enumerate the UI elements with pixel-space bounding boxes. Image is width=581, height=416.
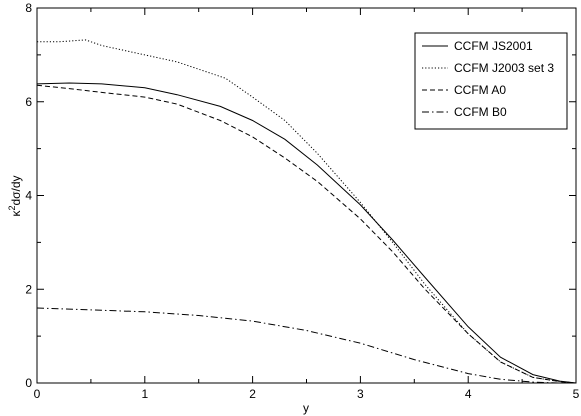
x-axis-label: y [303, 401, 309, 415]
x-tick-label: 0 [34, 387, 41, 401]
legend: CCFM JS2001 CCFM J2003 set 3 CCFM A0 CCFM B… [414, 32, 568, 130]
y-tick-label: 2 [25, 282, 32, 296]
legend-label: CCFM A0 [454, 83, 506, 97]
x-tick-label: 2 [249, 387, 256, 401]
series-line-3 [36, 84, 577, 384]
y-tick-label: 8 [25, 1, 32, 15]
y-axis-label: κ2dσ/dy [7, 175, 23, 216]
y-axis-label-base: κ [9, 210, 23, 217]
legend-label: CCFM JS2001 [454, 39, 533, 53]
legend-label: CCFM J2003 set 3 [454, 61, 554, 75]
legend-items: CCFM JS2001 CCFM J2003 set 3 CCFM A0 CCFM B… [422, 39, 554, 119]
y-tick-label: 0 [25, 376, 32, 390]
y-axis-label-sup: 2 [7, 206, 17, 211]
legend-label: CCFM B0 [454, 105, 507, 119]
x-tick-label: 1 [141, 387, 148, 401]
x-tick-label: 5 [573, 387, 580, 401]
x-axis-ticks: 0 1 2 3 4 5 [34, 8, 580, 401]
series-line-1 [36, 82, 577, 384]
y-axis-label-rest: dσ/dy [9, 175, 23, 205]
legend-box [414, 32, 568, 130]
series-lines [36, 39, 577, 384]
x-tick-label: 4 [465, 387, 472, 401]
x-tick-label: 3 [357, 387, 364, 401]
series-line-4 [36, 307, 576, 384]
y-axis-ticks: 0 2 4 6 8 [25, 1, 576, 390]
y-tick-label: 6 [25, 95, 32, 109]
y-tick-label: 4 [25, 189, 32, 203]
